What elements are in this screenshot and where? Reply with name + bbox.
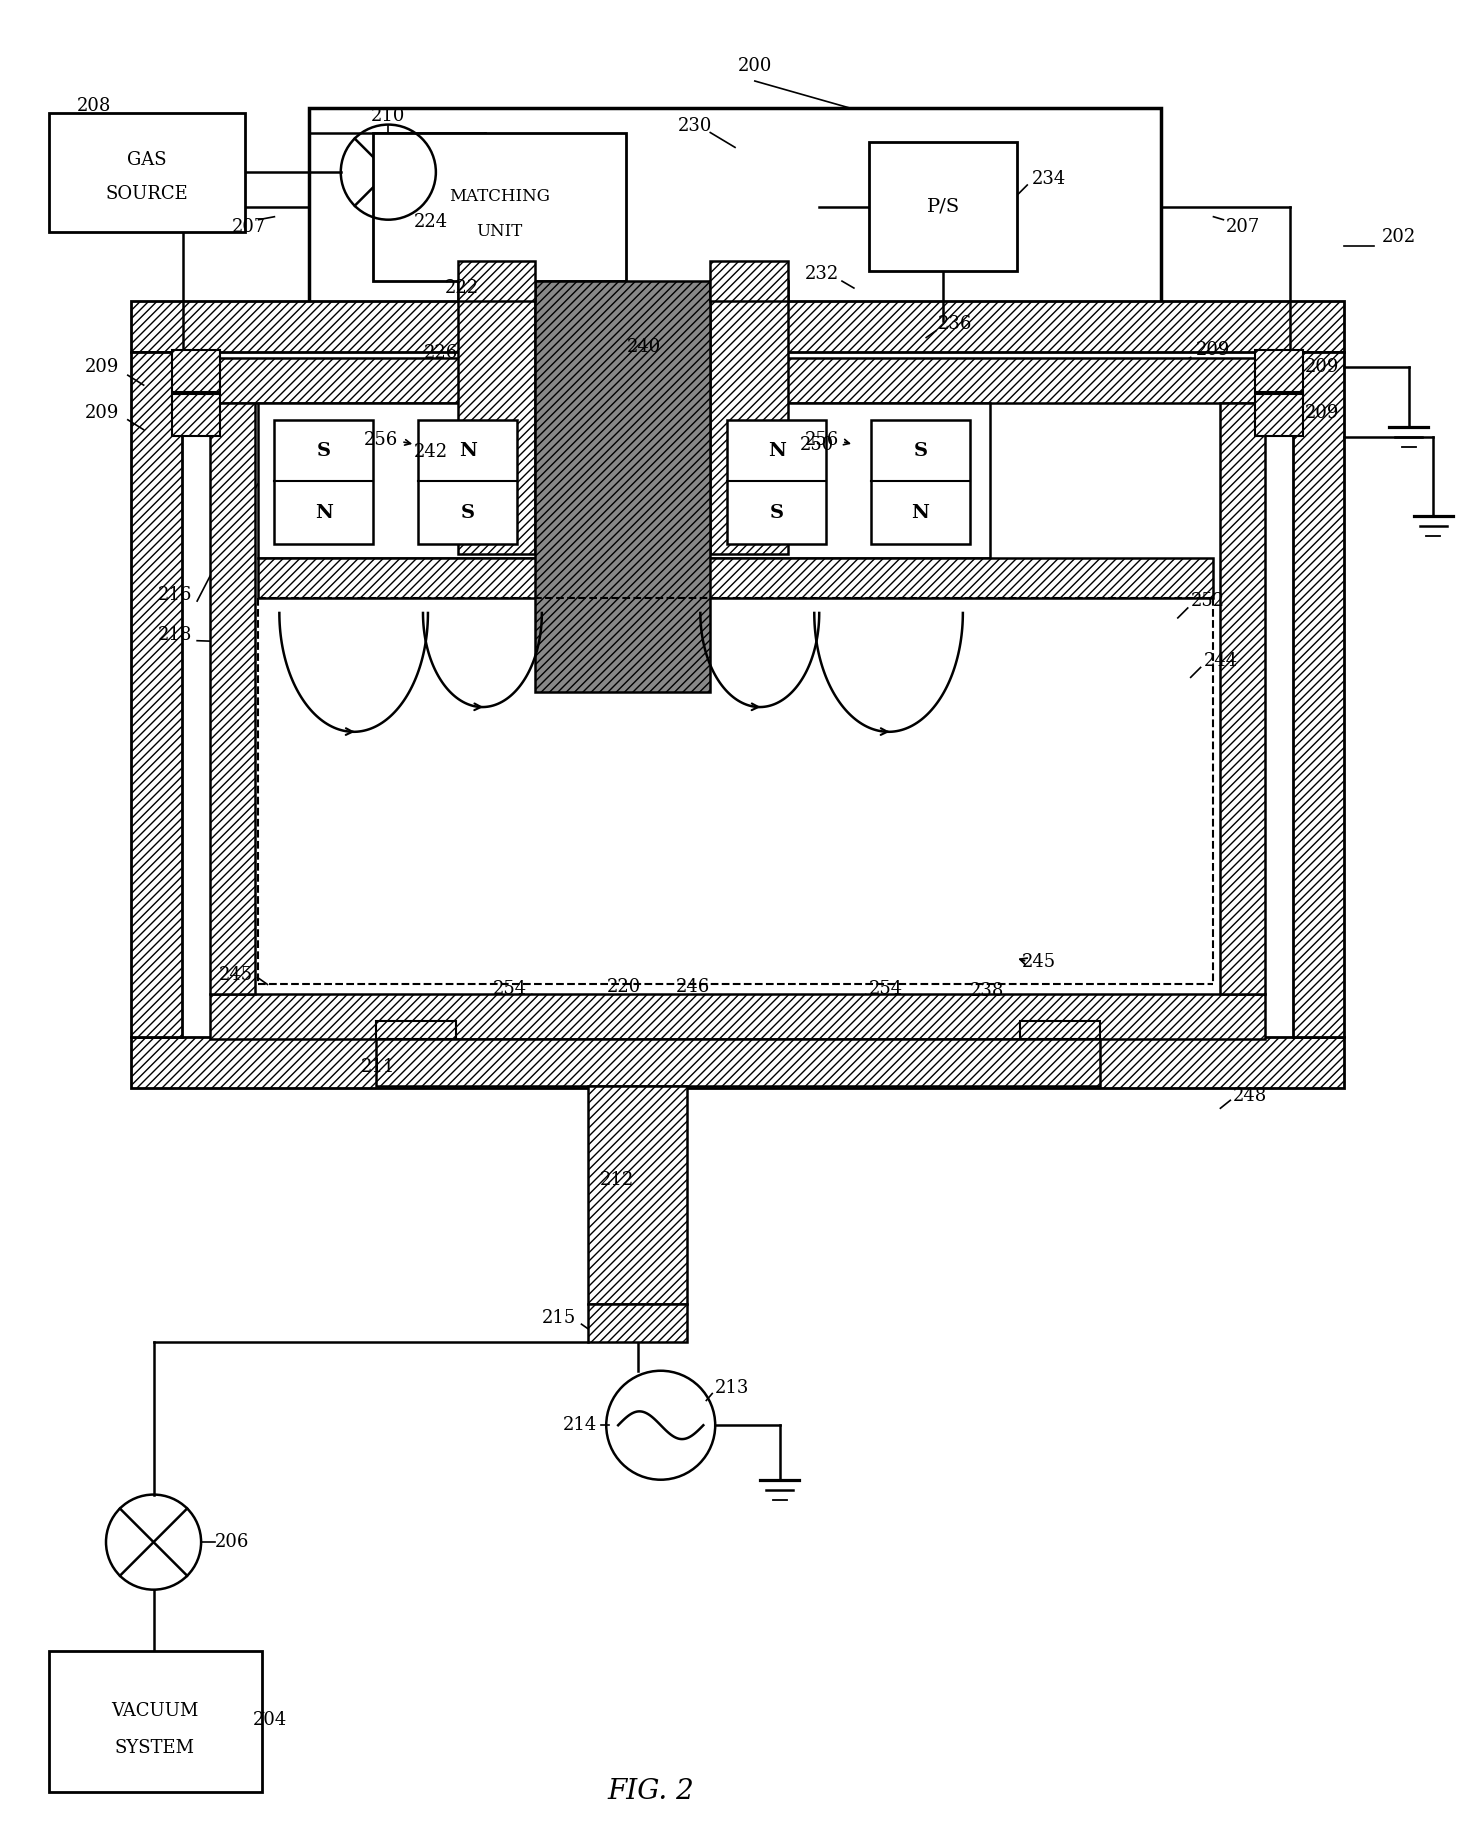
Text: 200: 200 bbox=[738, 57, 771, 76]
Text: 220: 220 bbox=[606, 979, 642, 996]
Text: 214: 214 bbox=[563, 1417, 597, 1435]
Text: MATCHING: MATCHING bbox=[448, 188, 550, 205]
Text: GAS: GAS bbox=[127, 151, 167, 170]
Text: 207: 207 bbox=[1226, 218, 1260, 236]
Bar bbox=[417, 419, 518, 543]
Text: SYSTEM: SYSTEM bbox=[115, 1740, 195, 1756]
Bar bbox=[258, 403, 540, 558]
Text: 222: 222 bbox=[444, 279, 478, 297]
Text: 256: 256 bbox=[805, 430, 839, 449]
Text: 209: 209 bbox=[84, 358, 119, 377]
Text: 256: 256 bbox=[364, 430, 398, 449]
Text: 209: 209 bbox=[1196, 342, 1230, 360]
Text: 234: 234 bbox=[1032, 170, 1066, 188]
Bar bbox=[376, 1021, 456, 1038]
Text: 209: 209 bbox=[84, 404, 119, 421]
Text: N: N bbox=[767, 443, 786, 460]
Text: 248: 248 bbox=[1233, 1088, 1267, 1105]
Text: FIG. 2: FIG. 2 bbox=[608, 1779, 695, 1805]
Bar bbox=[258, 558, 1214, 598]
Text: 245: 245 bbox=[1022, 953, 1056, 972]
Bar bbox=[131, 353, 183, 1036]
Text: 226: 226 bbox=[423, 344, 457, 362]
Text: 230: 230 bbox=[678, 116, 712, 135]
Bar bbox=[209, 358, 1266, 403]
Bar bbox=[376, 1038, 1099, 1086]
Text: N: N bbox=[912, 504, 929, 523]
Bar bbox=[708, 403, 990, 558]
Bar bbox=[173, 351, 220, 392]
Text: 232: 232 bbox=[805, 266, 839, 283]
Bar bbox=[1292, 353, 1344, 1036]
Bar bbox=[209, 403, 255, 994]
Bar bbox=[131, 301, 1344, 353]
Bar bbox=[711, 260, 788, 301]
Text: 240: 240 bbox=[627, 338, 661, 356]
Bar bbox=[1255, 351, 1302, 392]
Bar bbox=[1220, 403, 1266, 994]
Bar bbox=[869, 142, 1018, 272]
Bar bbox=[589, 1304, 687, 1343]
Text: 244: 244 bbox=[1204, 652, 1238, 669]
Bar bbox=[49, 1651, 261, 1792]
Bar bbox=[870, 419, 969, 543]
Bar bbox=[727, 419, 826, 543]
Text: 242: 242 bbox=[413, 443, 448, 462]
Text: 254: 254 bbox=[493, 981, 527, 999]
Text: 238: 238 bbox=[969, 983, 1004, 1001]
Text: 215: 215 bbox=[543, 1310, 577, 1328]
Text: 218: 218 bbox=[158, 626, 192, 645]
Text: S: S bbox=[913, 443, 928, 460]
Bar bbox=[255, 403, 1220, 994]
Text: 209: 209 bbox=[1304, 358, 1339, 377]
Text: 208: 208 bbox=[77, 96, 111, 115]
Bar bbox=[131, 1036, 1344, 1088]
Text: 252: 252 bbox=[1190, 593, 1224, 610]
Text: 216: 216 bbox=[158, 585, 192, 604]
Bar bbox=[310, 107, 1161, 321]
Text: 210: 210 bbox=[372, 107, 406, 126]
Text: 245: 245 bbox=[218, 966, 252, 983]
Bar bbox=[173, 393, 220, 436]
Bar bbox=[49, 113, 245, 231]
Bar bbox=[1021, 1021, 1099, 1038]
Bar bbox=[457, 260, 535, 301]
Bar bbox=[711, 281, 788, 554]
Text: N: N bbox=[459, 443, 476, 460]
Bar bbox=[183, 353, 1292, 1036]
Text: 236: 236 bbox=[938, 314, 972, 332]
Text: SOURCE: SOURCE bbox=[105, 185, 187, 203]
Text: 206: 206 bbox=[215, 1533, 249, 1551]
Text: UNIT: UNIT bbox=[476, 223, 522, 240]
Text: 202: 202 bbox=[1382, 227, 1416, 246]
Text: 213: 213 bbox=[715, 1378, 749, 1396]
Text: 209: 209 bbox=[1304, 404, 1339, 421]
Text: N: N bbox=[316, 504, 333, 523]
Text: 211: 211 bbox=[361, 1058, 395, 1075]
Text: 246: 246 bbox=[677, 979, 711, 996]
Bar bbox=[589, 1086, 687, 1304]
Bar bbox=[535, 281, 711, 693]
Text: 204: 204 bbox=[252, 1712, 286, 1729]
Bar bbox=[457, 281, 535, 554]
Bar bbox=[373, 133, 625, 281]
Text: 250: 250 bbox=[799, 436, 833, 454]
Text: VACUUM: VACUUM bbox=[111, 1701, 198, 1720]
Text: P/S: P/S bbox=[926, 198, 960, 216]
Text: S: S bbox=[770, 504, 783, 523]
Text: 212: 212 bbox=[599, 1171, 634, 1189]
Bar bbox=[1255, 393, 1302, 436]
Text: 254: 254 bbox=[869, 981, 903, 999]
Text: 224: 224 bbox=[413, 212, 448, 231]
Bar bbox=[209, 994, 1266, 1038]
Text: S: S bbox=[460, 504, 475, 523]
Bar bbox=[274, 419, 373, 543]
Text: 207: 207 bbox=[232, 218, 266, 236]
Text: S: S bbox=[317, 443, 330, 460]
